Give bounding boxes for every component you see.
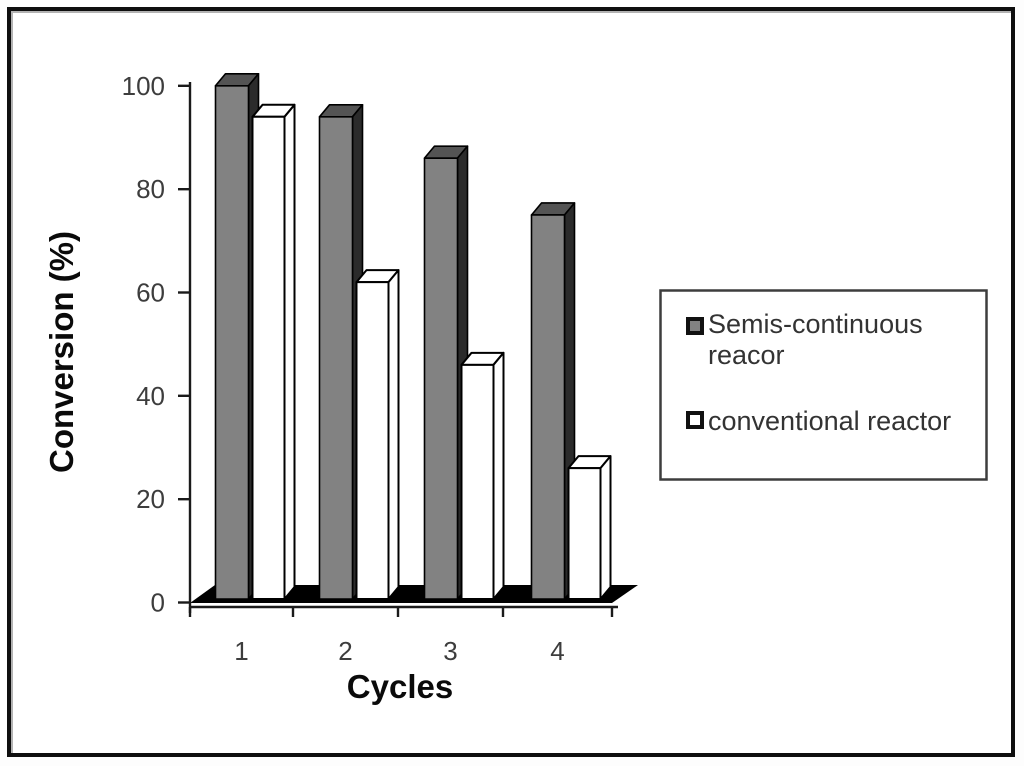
x-axis-title: Cycles bbox=[347, 668, 453, 705]
legend-swatch-conventional bbox=[686, 411, 704, 429]
bar-conventional-cycle-3 bbox=[460, 351, 505, 600]
legend: Semis-continuous reacor conventional rea… bbox=[659, 289, 988, 481]
legend-box bbox=[659, 289, 988, 481]
legend-swatch-semis-continuous bbox=[686, 317, 704, 335]
y-tick-label-80: 80 bbox=[136, 174, 165, 204]
bar-conventional-cycle-2 bbox=[355, 269, 400, 600]
x-category-label-1: 1 bbox=[234, 636, 248, 666]
y-tick-label-20: 20 bbox=[136, 484, 165, 514]
y-tick-label-40: 40 bbox=[136, 381, 165, 411]
legend-item-semis-continuous: Semis-continuous reacor bbox=[686, 309, 923, 370]
legend-label-semis-continuous-line2: reacor bbox=[708, 340, 785, 370]
plot-floor bbox=[190, 585, 638, 603]
y-axis bbox=[178, 82, 192, 613]
legend-label-conventional: conventional reactor bbox=[708, 406, 951, 436]
x-category-label-4: 4 bbox=[550, 636, 564, 666]
x-category-label-2: 2 bbox=[338, 636, 352, 666]
bar-conventional-cycle-1 bbox=[251, 103, 296, 600]
x-axis bbox=[188, 605, 618, 617]
y-axis-title: Conversion (%) bbox=[43, 231, 80, 473]
y-tick-label-0: 0 bbox=[151, 588, 165, 618]
bar-conventional-cycle-4 bbox=[567, 455, 612, 600]
x-category-label-3: 3 bbox=[443, 636, 457, 666]
bars-layer bbox=[214, 73, 612, 600]
y-tick-label-100: 100 bbox=[122, 71, 165, 101]
y-tick-label-60: 60 bbox=[136, 278, 165, 308]
legend-label-semis-continuous-line1: Semis-continuous bbox=[708, 309, 923, 339]
legend-item-conventional: conventional reactor bbox=[686, 406, 951, 436]
